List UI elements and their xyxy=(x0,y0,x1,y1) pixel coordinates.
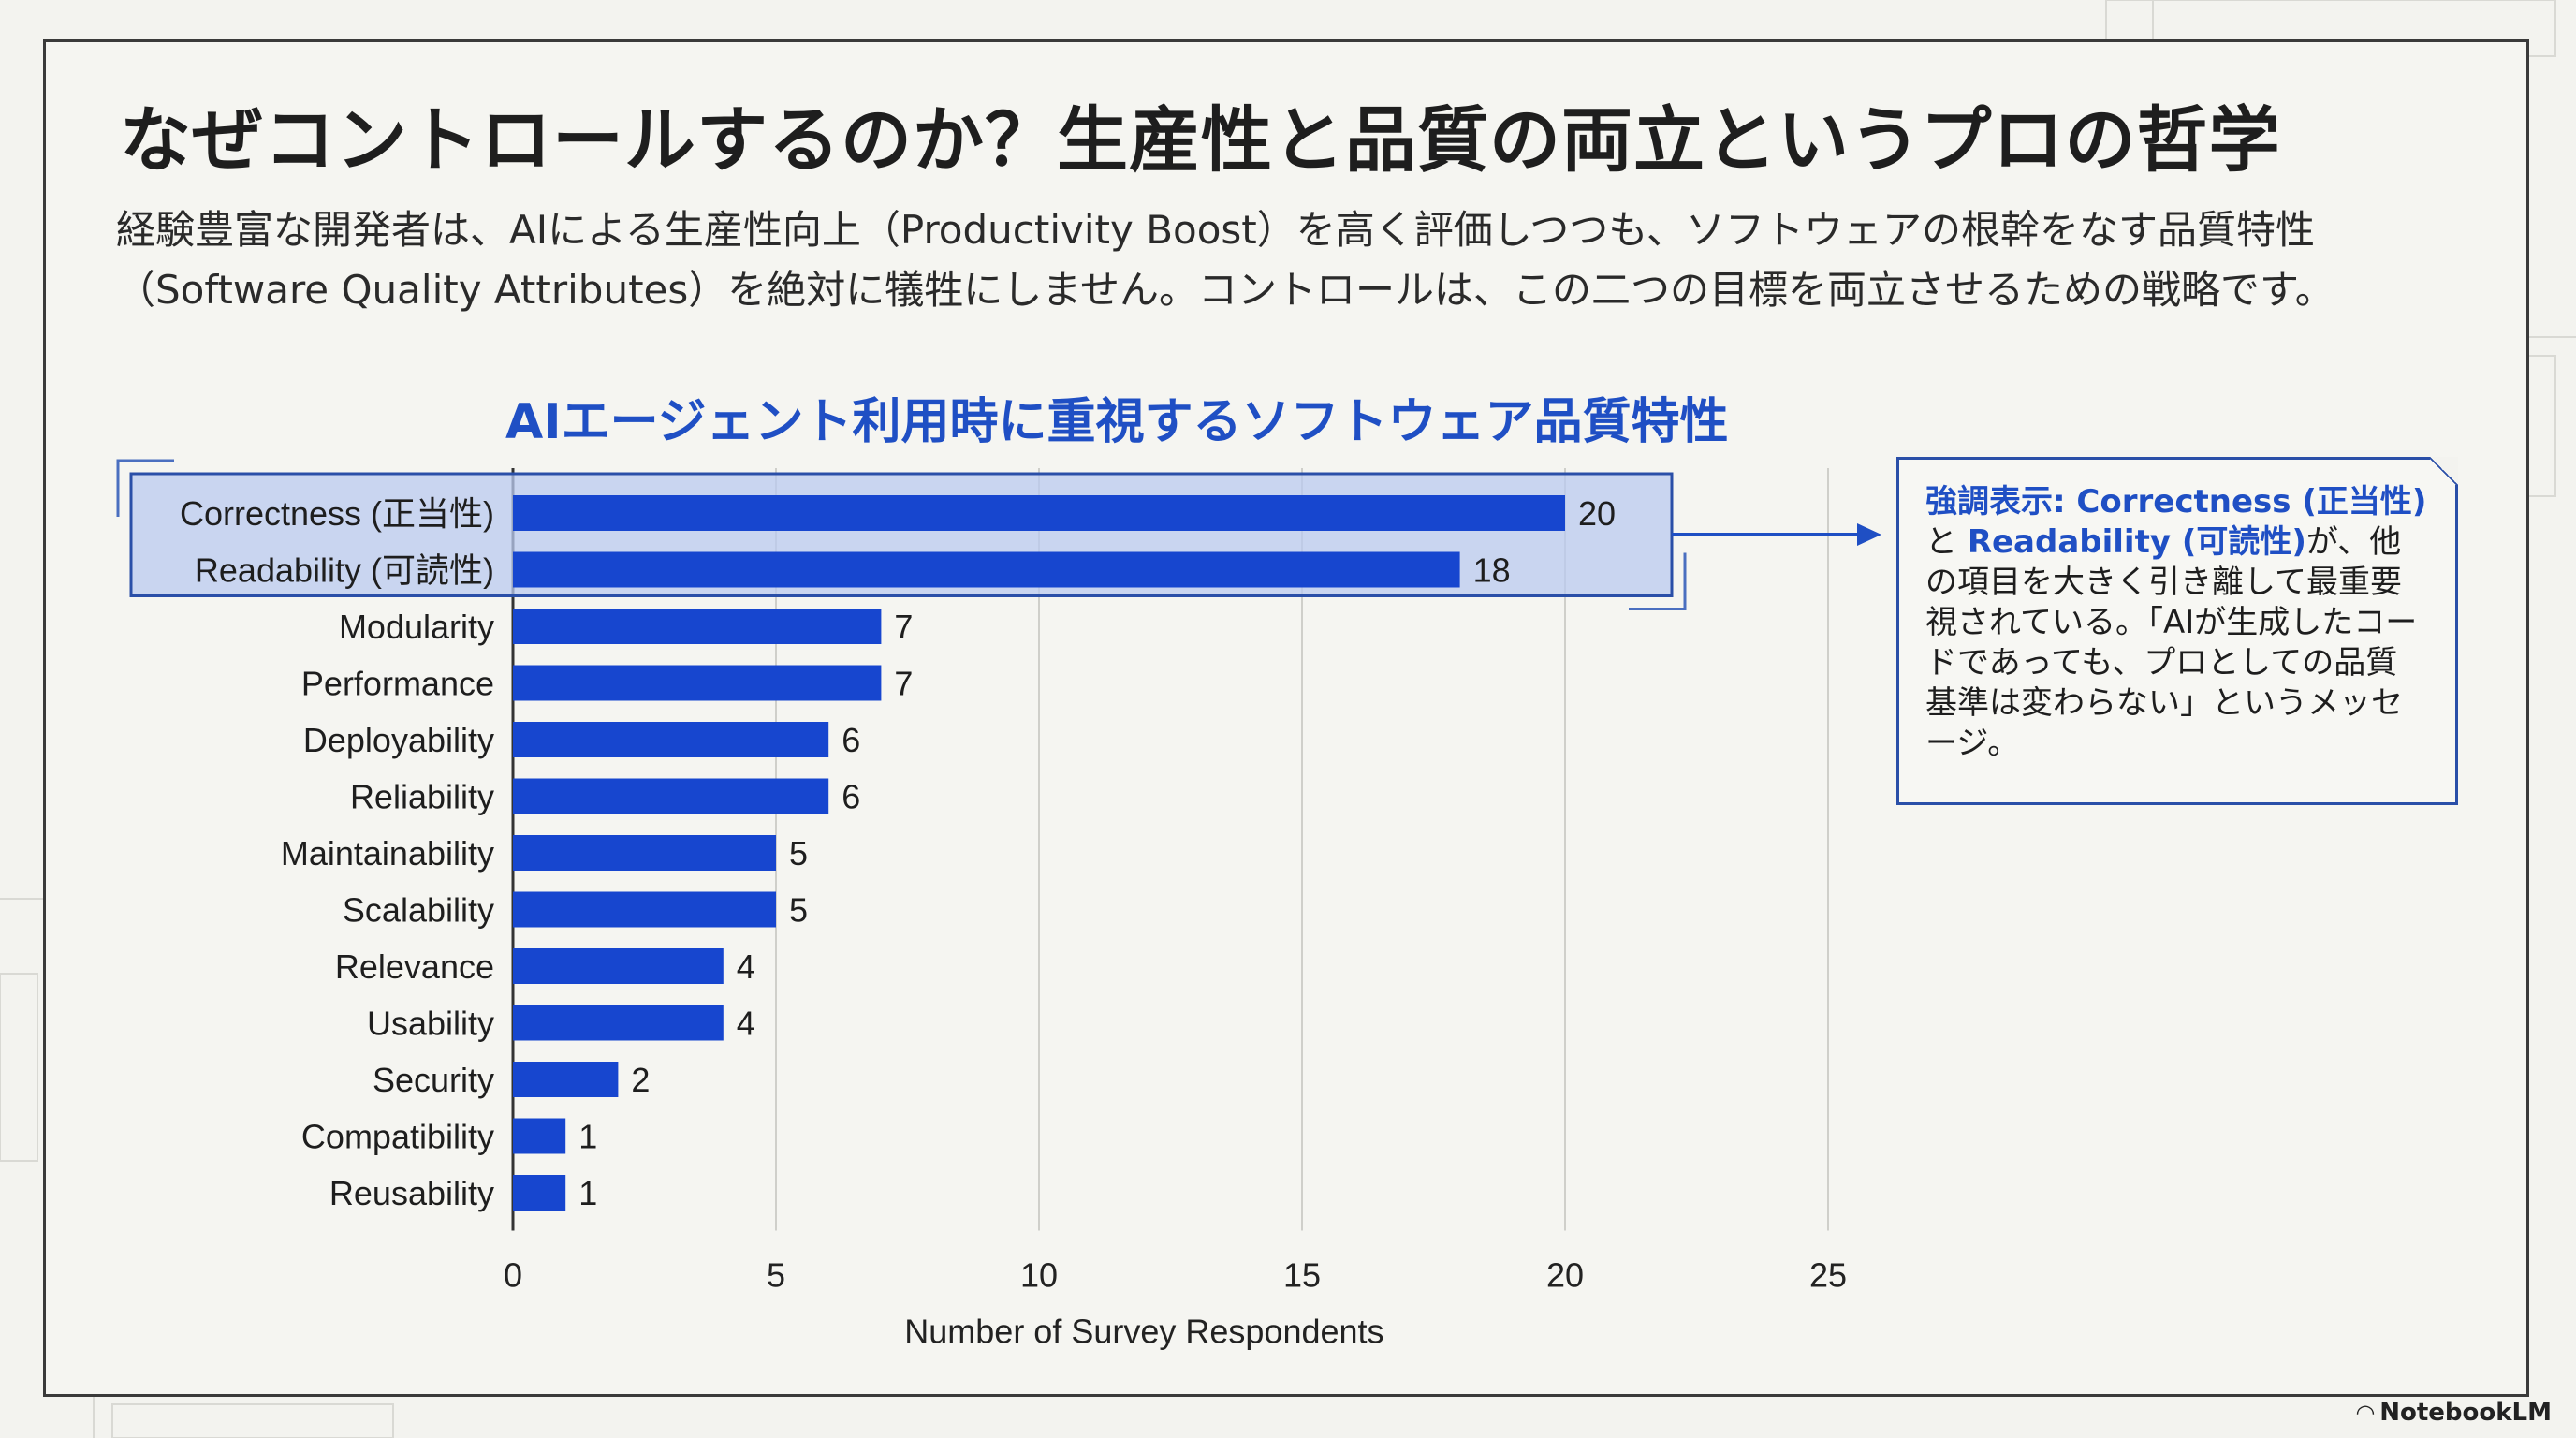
bar-6 xyxy=(513,835,776,871)
value-label-2: 7 xyxy=(894,608,913,646)
value-label-7: 5 xyxy=(789,891,808,930)
subtitle-line-1: 経験豊富な開発者は、AIによる生産性向上（Productivity Boost）… xyxy=(116,207,2315,253)
x-tick-label-3: 15 xyxy=(1283,1256,1321,1295)
bar-4 xyxy=(513,722,829,757)
callout-highlight-correctness: 強調表示: Correctness (正当性) xyxy=(1925,483,2427,521)
bar-7 xyxy=(513,891,776,928)
subtitle-line-2: （Software Quality Attributes）を絶対に犠牲にしません… xyxy=(116,267,2334,313)
notebooklm-logo-icon: ◠ xyxy=(2356,1400,2375,1426)
x-tick-label-5: 25 xyxy=(1809,1256,1847,1295)
bar-1 xyxy=(513,551,1460,588)
bar-3 xyxy=(513,665,882,701)
x-tick-label-1: 5 xyxy=(767,1256,785,1295)
callout-body-text: が、他の項目を大きく引き離して最重要視されている。「AIが生成したコードであって… xyxy=(1925,523,2418,762)
category-label-1: Readability (可読性) xyxy=(195,551,494,590)
bar-10 xyxy=(513,1062,619,1097)
value-label-0: 20 xyxy=(1578,494,1616,533)
value-label-5: 6 xyxy=(842,778,860,816)
value-label-9: 4 xyxy=(737,1005,755,1043)
category-label-5: Reliability xyxy=(350,778,494,816)
callout-highlight-readability: Readability (可読性) xyxy=(1967,523,2306,561)
callout-arrow-icon xyxy=(1672,523,1881,546)
value-label-8: 4 xyxy=(737,947,755,986)
page-subtitle: 経験豊富な開発者は、AIによる生産性向上（Productivity Boost）… xyxy=(116,200,2456,320)
highlight-bracket-0 xyxy=(116,459,174,517)
value-label-10: 2 xyxy=(631,1061,650,1099)
value-label-3: 7 xyxy=(894,665,913,703)
bar-2 xyxy=(513,609,882,644)
bar-12 xyxy=(513,1175,566,1211)
category-label-7: Scalability xyxy=(343,891,494,930)
category-label-3: Performance xyxy=(301,665,494,703)
category-label-11: Compatibility xyxy=(301,1118,494,1156)
value-label-4: 6 xyxy=(842,721,860,759)
category-label-2: Modularity xyxy=(339,608,494,646)
bar-0 xyxy=(513,495,1565,531)
page-title: なぜコントロールするのか？生産性と品質の両立というプロの哲学 xyxy=(120,98,2281,182)
footer-logo-text: NotebookLM xyxy=(2379,1399,2552,1427)
highlight-bracket-1 xyxy=(1629,552,1687,610)
category-label-8: Relevance xyxy=(335,947,494,986)
bar-11 xyxy=(513,1118,566,1154)
category-label-10: Security xyxy=(373,1061,494,1099)
folded-corner-icon xyxy=(2430,457,2458,485)
bar-9 xyxy=(513,1005,724,1041)
x-tick-label-4: 20 xyxy=(1546,1256,1584,1295)
value-label-11: 1 xyxy=(578,1118,597,1156)
category-label-12: Reusability xyxy=(329,1174,494,1212)
x-tick-label-0: 0 xyxy=(504,1256,522,1295)
callout-text-and: と xyxy=(1925,523,1957,561)
value-label-1: 18 xyxy=(1473,551,1511,590)
category-label-9: Usability xyxy=(367,1005,494,1043)
value-label-12: 1 xyxy=(578,1174,597,1212)
bar-8 xyxy=(513,948,724,984)
highlight-callout-box: 強調表示: Correctness (正当性) と Readability (可… xyxy=(1896,457,2458,805)
category-label-4: Deployability xyxy=(303,721,494,759)
category-label-0: Correctness (正当性) xyxy=(180,494,494,533)
bar-5 xyxy=(513,778,829,814)
chart-title: AIエージェント利用時に重視するソフトウェア品質特性 xyxy=(505,394,1729,450)
x-axis-label: Number of Survey Respondents xyxy=(904,1313,1383,1351)
x-tick-label-2: 10 xyxy=(1020,1256,1058,1295)
category-label-6: Maintainability xyxy=(281,834,494,873)
footer-logo: ◠ NotebookLM xyxy=(2357,1399,2552,1427)
value-label-6: 5 xyxy=(789,834,808,873)
